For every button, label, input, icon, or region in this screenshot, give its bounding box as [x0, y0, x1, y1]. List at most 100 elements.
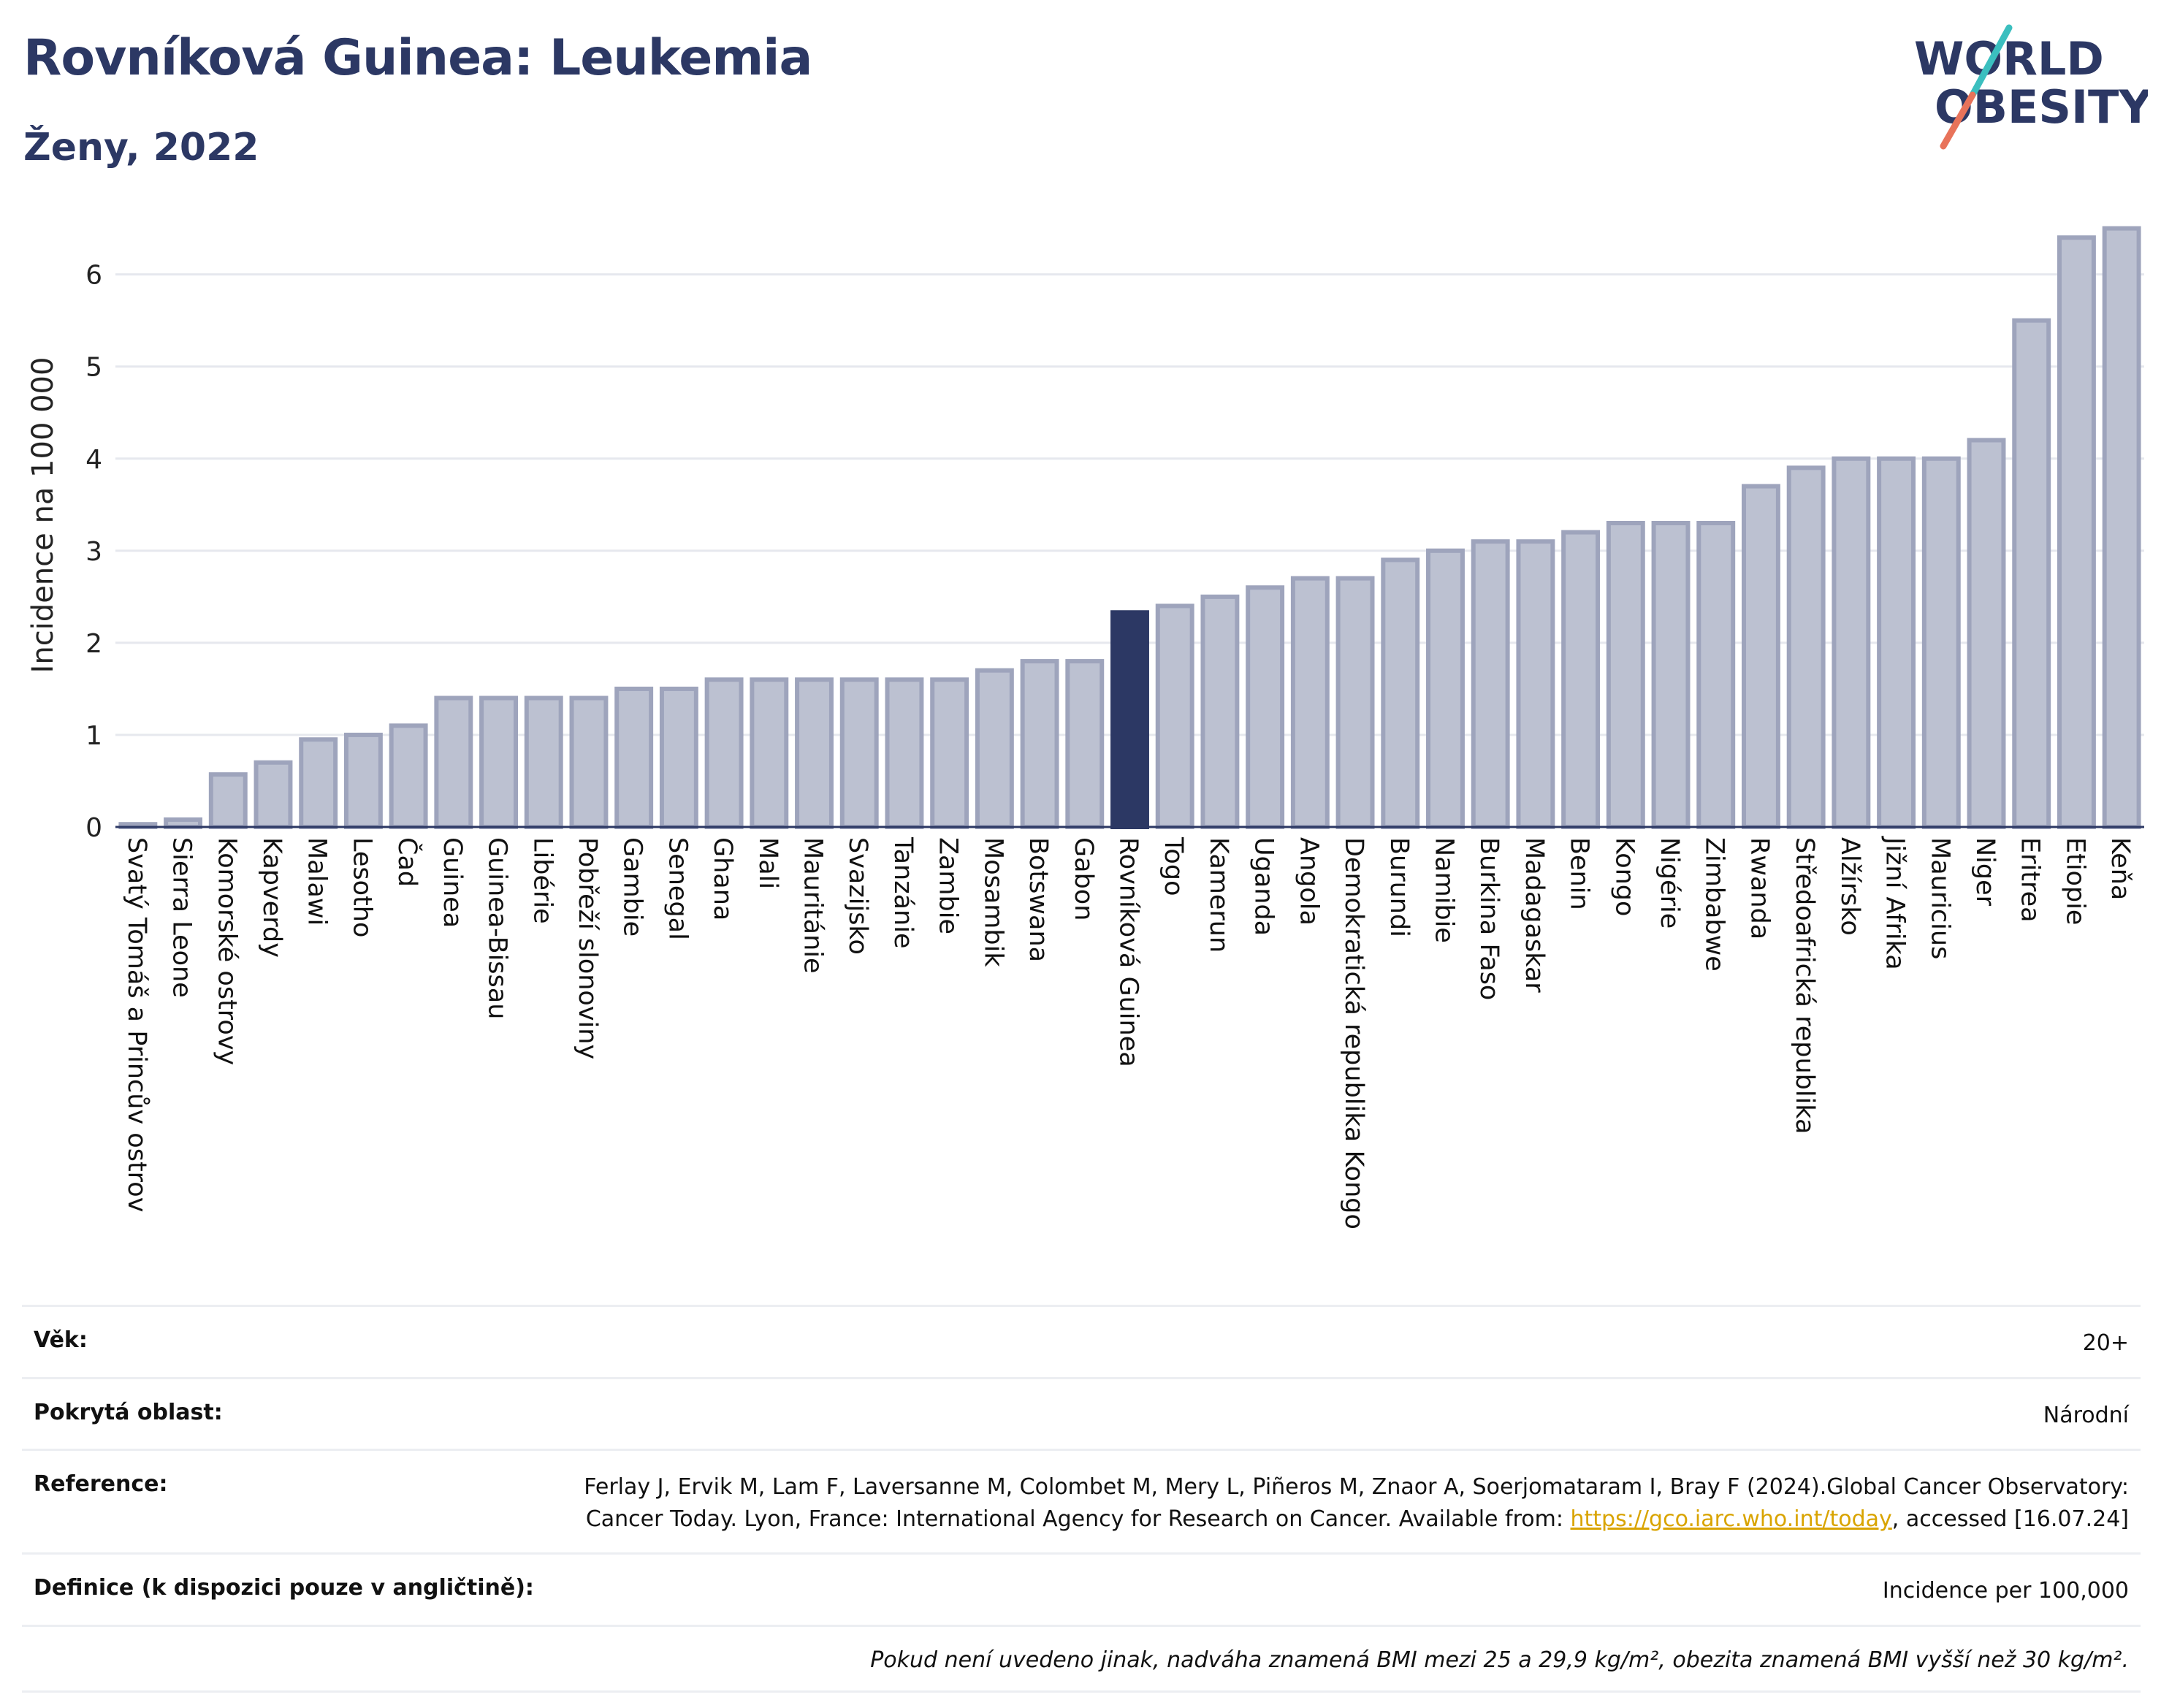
- bar: [1426, 548, 1465, 829]
- x-tick-label: Mosambik: [978, 837, 1007, 967]
- reference-value: Ferlay J, Ervik M, Lam F, Laversanne M, …: [558, 1471, 2129, 1535]
- x-tick-label: Sierra Leone: [167, 837, 197, 998]
- bar: [1696, 521, 1736, 829]
- y-tick-label: 4: [85, 445, 102, 475]
- definition-value: Incidence per 100,000: [1882, 1578, 2129, 1604]
- info-row-note: Pokud není uvedeno jinak, nadváha znamen…: [22, 1624, 2141, 1693]
- reference-text-2: , accessed [16.07.24]: [1891, 1506, 2129, 1532]
- bar: [1516, 539, 1555, 829]
- x-tick-label: Alžírsko: [1835, 837, 1864, 936]
- info-row-reference: Reference: Ferlay J, Ervik M, Lam F, Lav…: [22, 1449, 2141, 1552]
- y-axis-ticks: 0 1 2 3 4 5 6: [85, 261, 102, 843]
- bar: [434, 695, 473, 829]
- age-label: Věk:: [34, 1327, 88, 1353]
- bar: [1832, 456, 1871, 829]
- info-row-definition: Definice (k dispozici pouze v angličtině…: [22, 1552, 2141, 1625]
- definition-label: Definice (k dispozici pouze v angličtině…: [34, 1575, 534, 1601]
- bar: [1065, 659, 1105, 829]
- bar: [164, 817, 203, 830]
- bar: [569, 695, 609, 829]
- bar: [1921, 456, 1961, 829]
- chart-title: Rovníková Guinea: Leukemia: [23, 29, 812, 87]
- x-tick-label: Rovníková Guinea: [1114, 837, 1143, 1067]
- x-tick-label: Lesotho: [347, 837, 376, 937]
- info-row-area: Pokrytá oblast: Národní: [22, 1376, 2141, 1449]
- x-tick-label: Burundi: [1384, 837, 1414, 937]
- bar: [1606, 521, 1645, 829]
- bar: [524, 695, 563, 829]
- y-tick-label: 3: [85, 537, 102, 567]
- bar: [389, 723, 428, 829]
- y-tick-label: 6: [85, 261, 102, 291]
- x-tick-label: Benin: [1565, 837, 1594, 910]
- x-tick-label: Svazijsko: [843, 837, 872, 955]
- bars: [118, 226, 2141, 830]
- x-tick-label: Guinea: [438, 837, 467, 928]
- x-tick-label: Malawi: [302, 837, 332, 926]
- bar: [1335, 576, 1375, 829]
- logo-line-2: OBESITY: [1935, 80, 2148, 134]
- x-tick-label: Čad: [392, 837, 423, 887]
- bar: [659, 686, 698, 830]
- x-tick-label: Burkina Faso: [1474, 837, 1503, 1000]
- bar-highlight: [1110, 610, 1149, 830]
- x-tick-label: Niger: [1970, 837, 2000, 907]
- bar: [1561, 530, 1601, 829]
- y-tick-label: 0: [85, 813, 102, 843]
- x-tick-label: Ghana: [708, 837, 737, 920]
- bar: [479, 695, 518, 829]
- x-tick-label: Komorské ostrovy: [212, 837, 241, 1065]
- x-tick-label: Etiopie: [2060, 837, 2089, 925]
- bar: [208, 772, 248, 829]
- chart-subtitle: Ženy, 2022: [23, 126, 259, 169]
- bar: [1967, 438, 2006, 829]
- x-tick-label: Mauritánie: [799, 837, 828, 974]
- area-label: Pokrytá oblast:: [34, 1399, 223, 1425]
- logo-slash-red: [1940, 91, 1976, 150]
- x-tick-label: Zambie: [934, 837, 963, 934]
- x-tick-label: Togo: [1159, 836, 1188, 896]
- y-tick-label: 1: [85, 721, 102, 751]
- area-value: Národní: [2043, 1402, 2129, 1428]
- bar: [1200, 594, 1240, 830]
- info-row-age: Věk: 20+: [22, 1305, 2141, 1377]
- bar: [930, 677, 969, 830]
- age-value: 20+: [2082, 1330, 2129, 1356]
- reference-link[interactable]: https://gco.iarc.who.int/today: [1570, 1506, 1892, 1532]
- bar: [614, 686, 654, 830]
- x-axis-tick-labels: Svatý Tomáš a Princův ostrov Sierra Leone…: [122, 836, 2135, 1229]
- x-tick-label: Středoafrická republika: [1790, 837, 1819, 1134]
- bar-chart: 0 1 2 3 4 5 6 Incidence na 100 000 Svatý Tomáš…: [26, 226, 2144, 1229]
- bar: [2012, 318, 2051, 829]
- info-table: Věk: 20+ Pokrytá oblast: Národní Referen…: [22, 1305, 2141, 1693]
- bar: [1155, 603, 1194, 829]
- y-axis-label: Incidence na 100 000: [26, 357, 60, 674]
- x-tick-label: Guinea-Bissau: [483, 837, 512, 1019]
- x-tick-label: Senegal: [663, 837, 692, 940]
- x-tick-label: Mauricius: [1925, 837, 1954, 959]
- x-tick-label: Botswana: [1024, 837, 1053, 962]
- bar: [1786, 465, 1826, 829]
- bar: [1246, 585, 1285, 829]
- bar: [1742, 484, 1780, 829]
- bar: [254, 760, 293, 829]
- bar: [704, 677, 744, 830]
- bar: [885, 677, 924, 830]
- x-tick-label: Tanzánie: [888, 836, 918, 948]
- bar: [750, 677, 789, 830]
- x-tick-label: Pobřeží slonoviny: [573, 837, 602, 1059]
- bar: [975, 668, 1014, 829]
- x-tick-label: Gabon: [1069, 837, 1098, 920]
- y-tick-label: 2: [85, 629, 102, 659]
- x-tick-label: Angola: [1294, 837, 1323, 926]
- bar: [1381, 557, 1420, 829]
- reference-label: Reference:: [34, 1471, 168, 1497]
- bar: [839, 677, 879, 830]
- x-tick-label: Libérie: [527, 837, 557, 924]
- reference-text-1: Ferlay J, Ervik M, Lam F, Laversanne M, …: [584, 1474, 2129, 1532]
- x-tick-label: Kamerun: [1204, 837, 1233, 953]
- bar: [795, 677, 834, 830]
- x-tick-label: Jižní Afrika: [1880, 836, 1910, 970]
- x-tick-label: Mali: [753, 837, 782, 889]
- bar: [1471, 539, 1510, 829]
